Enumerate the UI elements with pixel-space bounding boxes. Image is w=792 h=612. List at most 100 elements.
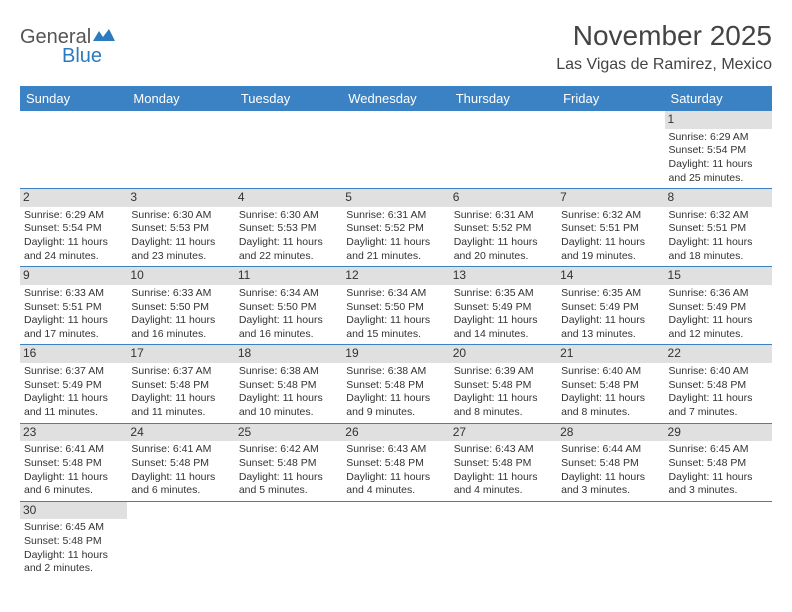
day-number: 20 bbox=[450, 345, 557, 363]
sunset-line: Sunset: 5:53 PM bbox=[131, 222, 230, 236]
day-number: 24 bbox=[127, 424, 234, 442]
day-number: 16 bbox=[20, 345, 127, 363]
day-number: 22 bbox=[665, 345, 772, 363]
calendar-day-cell: 28Sunrise: 6:44 AMSunset: 5:48 PMDayligh… bbox=[557, 423, 664, 501]
weekday-header: Saturday bbox=[665, 86, 772, 111]
sunrise-line: Sunrise: 6:32 AM bbox=[669, 209, 768, 223]
day-number: 30 bbox=[20, 502, 127, 520]
calendar-day-cell: 21Sunrise: 6:40 AMSunset: 5:48 PMDayligh… bbox=[557, 345, 664, 423]
logo-text-blue-wrap: Blue bbox=[20, 45, 102, 68]
calendar-day-cell: 15Sunrise: 6:36 AMSunset: 5:49 PMDayligh… bbox=[665, 267, 772, 345]
daylight-line: Daylight: 11 hours and 23 minutes. bbox=[131, 236, 230, 263]
sunset-line: Sunset: 5:48 PM bbox=[454, 457, 553, 471]
daylight-line: Daylight: 11 hours and 4 minutes. bbox=[346, 471, 445, 498]
calendar-day-cell bbox=[235, 111, 342, 189]
calendar-day-cell: 20Sunrise: 6:39 AMSunset: 5:48 PMDayligh… bbox=[450, 345, 557, 423]
daylight-line: Daylight: 11 hours and 11 minutes. bbox=[24, 392, 123, 419]
weekday-header-row: SundayMondayTuesdayWednesdayThursdayFrid… bbox=[20, 86, 772, 111]
day-number: 9 bbox=[20, 267, 127, 285]
logo-text-blue: Blue bbox=[62, 45, 102, 67]
calendar-day-cell bbox=[450, 501, 557, 579]
sunset-line: Sunset: 5:54 PM bbox=[669, 144, 768, 158]
calendar-day-cell bbox=[342, 111, 449, 189]
sunrise-line: Sunrise: 6:31 AM bbox=[454, 209, 553, 223]
daylight-line: Daylight: 11 hours and 2 minutes. bbox=[24, 549, 123, 576]
sunrise-line: Sunrise: 6:36 AM bbox=[669, 287, 768, 301]
day-number: 28 bbox=[557, 424, 664, 442]
day-number: 29 bbox=[665, 424, 772, 442]
calendar-day-cell: 24Sunrise: 6:41 AMSunset: 5:48 PMDayligh… bbox=[127, 423, 234, 501]
day-number: 2 bbox=[20, 189, 127, 207]
daylight-line: Daylight: 11 hours and 7 minutes. bbox=[669, 392, 768, 419]
calendar-week-row: 2Sunrise: 6:29 AMSunset: 5:54 PMDaylight… bbox=[20, 189, 772, 267]
daylight-line: Daylight: 11 hours and 16 minutes. bbox=[239, 314, 338, 341]
sunset-line: Sunset: 5:52 PM bbox=[454, 222, 553, 236]
day-number: 17 bbox=[127, 345, 234, 363]
sunset-line: Sunset: 5:50 PM bbox=[346, 301, 445, 315]
sunrise-line: Sunrise: 6:32 AM bbox=[561, 209, 660, 223]
day-number: 23 bbox=[20, 424, 127, 442]
daylight-line: Daylight: 11 hours and 5 minutes. bbox=[239, 471, 338, 498]
sunrise-line: Sunrise: 6:38 AM bbox=[346, 365, 445, 379]
calendar-day-cell: 1Sunrise: 6:29 AMSunset: 5:54 PMDaylight… bbox=[665, 111, 772, 189]
weekday-header: Tuesday bbox=[235, 86, 342, 111]
sunset-line: Sunset: 5:48 PM bbox=[454, 379, 553, 393]
sunset-line: Sunset: 5:53 PM bbox=[239, 222, 338, 236]
sunset-line: Sunset: 5:48 PM bbox=[669, 379, 768, 393]
sunrise-line: Sunrise: 6:43 AM bbox=[346, 443, 445, 457]
daylight-line: Daylight: 11 hours and 10 minutes. bbox=[239, 392, 338, 419]
sunrise-line: Sunrise: 6:45 AM bbox=[24, 521, 123, 535]
sunset-line: Sunset: 5:54 PM bbox=[24, 222, 123, 236]
calendar-day-cell bbox=[20, 111, 127, 189]
daylight-line: Daylight: 11 hours and 4 minutes. bbox=[454, 471, 553, 498]
calendar-day-cell bbox=[342, 501, 449, 579]
daylight-line: Daylight: 11 hours and 17 minutes. bbox=[24, 314, 123, 341]
daylight-line: Daylight: 11 hours and 9 minutes. bbox=[346, 392, 445, 419]
day-number: 3 bbox=[127, 189, 234, 207]
sunrise-line: Sunrise: 6:40 AM bbox=[669, 365, 768, 379]
sunset-line: Sunset: 5:52 PM bbox=[346, 222, 445, 236]
day-number: 18 bbox=[235, 345, 342, 363]
daylight-line: Daylight: 11 hours and 14 minutes. bbox=[454, 314, 553, 341]
calendar-day-cell: 4Sunrise: 6:30 AMSunset: 5:53 PMDaylight… bbox=[235, 189, 342, 267]
sunrise-line: Sunrise: 6:37 AM bbox=[24, 365, 123, 379]
sunset-line: Sunset: 5:50 PM bbox=[239, 301, 338, 315]
calendar-day-cell: 5Sunrise: 6:31 AMSunset: 5:52 PMDaylight… bbox=[342, 189, 449, 267]
sunrise-line: Sunrise: 6:42 AM bbox=[239, 443, 338, 457]
calendar-day-cell bbox=[665, 501, 772, 579]
sunrise-line: Sunrise: 6:39 AM bbox=[454, 365, 553, 379]
sunrise-line: Sunrise: 6:44 AM bbox=[561, 443, 660, 457]
calendar-table: SundayMondayTuesdayWednesdayThursdayFrid… bbox=[20, 86, 772, 579]
calendar-day-cell: 26Sunrise: 6:43 AMSunset: 5:48 PMDayligh… bbox=[342, 423, 449, 501]
day-number: 15 bbox=[665, 267, 772, 285]
day-number: 5 bbox=[342, 189, 449, 207]
calendar-day-cell: 16Sunrise: 6:37 AMSunset: 5:49 PMDayligh… bbox=[20, 345, 127, 423]
daylight-line: Daylight: 11 hours and 12 minutes. bbox=[669, 314, 768, 341]
sunrise-line: Sunrise: 6:33 AM bbox=[24, 287, 123, 301]
daylight-line: Daylight: 11 hours and 19 minutes. bbox=[561, 236, 660, 263]
daylight-line: Daylight: 11 hours and 24 minutes. bbox=[24, 236, 123, 263]
daylight-line: Daylight: 11 hours and 3 minutes. bbox=[561, 471, 660, 498]
daylight-line: Daylight: 11 hours and 16 minutes. bbox=[131, 314, 230, 341]
sunrise-line: Sunrise: 6:38 AM bbox=[239, 365, 338, 379]
sunrise-line: Sunrise: 6:43 AM bbox=[454, 443, 553, 457]
calendar-day-cell bbox=[235, 501, 342, 579]
calendar-day-cell: 18Sunrise: 6:38 AMSunset: 5:48 PMDayligh… bbox=[235, 345, 342, 423]
calendar-day-cell: 8Sunrise: 6:32 AMSunset: 5:51 PMDaylight… bbox=[665, 189, 772, 267]
sunset-line: Sunset: 5:48 PM bbox=[346, 457, 445, 471]
daylight-line: Daylight: 11 hours and 20 minutes. bbox=[454, 236, 553, 263]
sunset-line: Sunset: 5:48 PM bbox=[561, 379, 660, 393]
day-number: 4 bbox=[235, 189, 342, 207]
sunrise-line: Sunrise: 6:29 AM bbox=[669, 131, 768, 145]
sunrise-line: Sunrise: 6:35 AM bbox=[561, 287, 660, 301]
sunset-line: Sunset: 5:48 PM bbox=[131, 457, 230, 471]
calendar-day-cell: 30Sunrise: 6:45 AMSunset: 5:48 PMDayligh… bbox=[20, 501, 127, 579]
daylight-line: Daylight: 11 hours and 6 minutes. bbox=[131, 471, 230, 498]
sunrise-line: Sunrise: 6:30 AM bbox=[239, 209, 338, 223]
day-number: 14 bbox=[557, 267, 664, 285]
calendar-day-cell: 23Sunrise: 6:41 AMSunset: 5:48 PMDayligh… bbox=[20, 423, 127, 501]
calendar-day-cell: 17Sunrise: 6:37 AMSunset: 5:48 PMDayligh… bbox=[127, 345, 234, 423]
day-number: 26 bbox=[342, 424, 449, 442]
calendar-day-cell: 6Sunrise: 6:31 AMSunset: 5:52 PMDaylight… bbox=[450, 189, 557, 267]
calendar-day-cell: 2Sunrise: 6:29 AMSunset: 5:54 PMDaylight… bbox=[20, 189, 127, 267]
